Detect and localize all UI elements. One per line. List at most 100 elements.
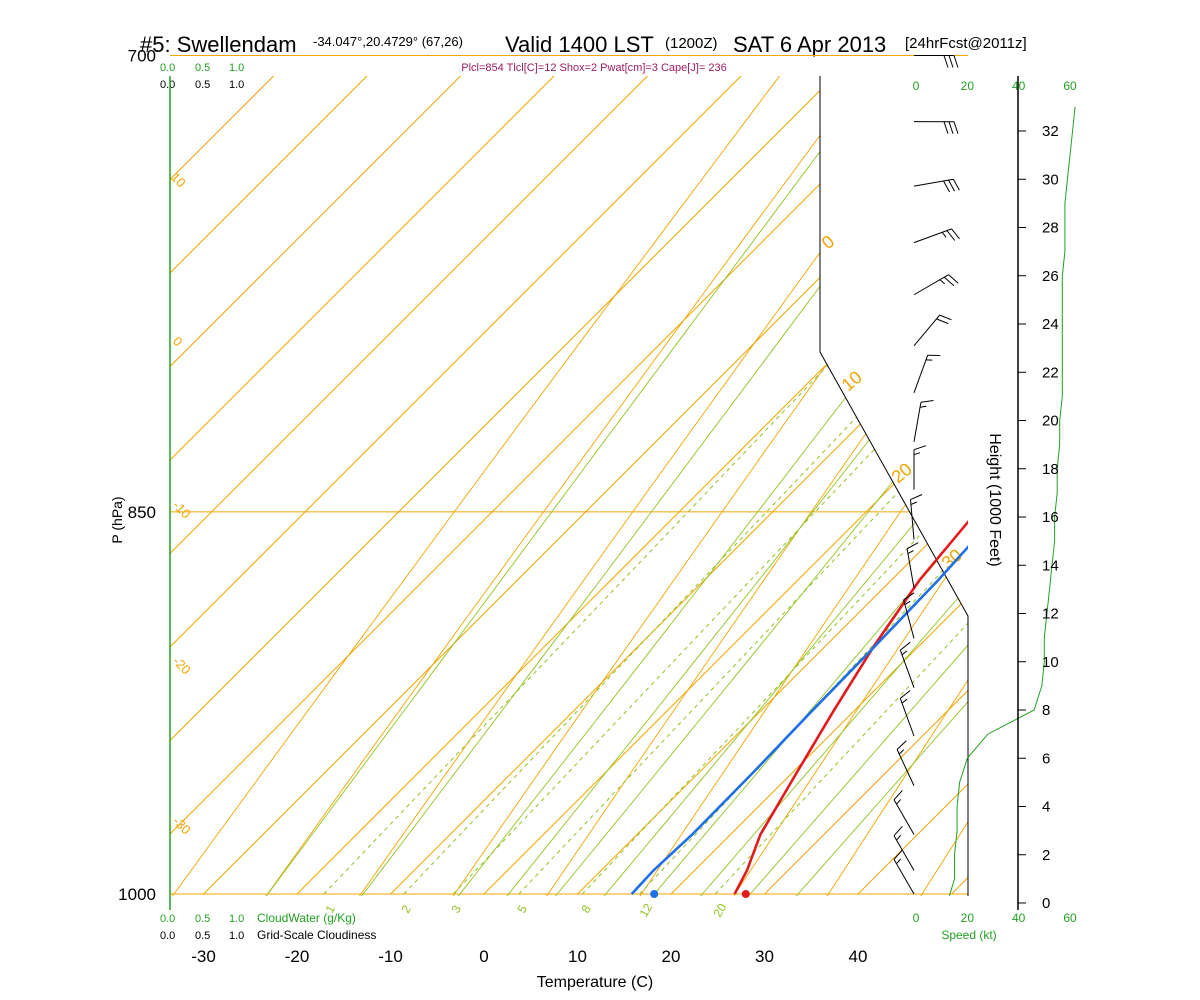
wind-barb-feather xyxy=(953,121,959,134)
wind-barb-feather xyxy=(943,180,951,193)
speed-tick-label-top: 60 xyxy=(1063,79,1077,93)
speed-axis-label: Speed (kt) xyxy=(941,928,996,942)
height-tick-label: 6 xyxy=(1042,750,1050,767)
wind-barb-feather xyxy=(946,230,956,241)
height-tick-label: 0 xyxy=(1042,895,1050,912)
mixing-ratio-line-2 xyxy=(403,299,968,895)
mixing-ratio-label-5: 5 xyxy=(514,902,530,915)
cloud-scale-bottom-green-1: 0.5 xyxy=(195,913,210,925)
isotherm-label-left-m30: -30 xyxy=(170,814,194,838)
wind-barb-half-feather xyxy=(920,405,927,408)
moist-adiabat--20 xyxy=(265,76,878,896)
cloud-scale-bottom-black-2: 1.0 xyxy=(229,930,244,942)
wind-barb-feather xyxy=(896,740,907,750)
height-tick-label: 18 xyxy=(1042,461,1059,478)
dry-adiabat-330 xyxy=(944,0,1200,1000)
pressure-tick-label: 700 xyxy=(128,46,156,65)
title-date: SAT 6 Apr 2013 xyxy=(733,32,886,57)
dry-adiabat-340 xyxy=(1039,0,1200,1000)
wind-barb-feather xyxy=(948,179,955,192)
wind-barb-feather xyxy=(936,318,949,325)
surface-temperature-marker xyxy=(741,890,750,898)
wind-barb-feather xyxy=(953,55,959,68)
plot-region-mask xyxy=(820,76,968,616)
dry-adiabat-250 xyxy=(265,76,865,896)
mixing-ratio-labels: 1 2 3 5 8 12 20 xyxy=(322,901,729,920)
dry-adiabat-310 xyxy=(826,679,968,896)
wind-barb-staff xyxy=(913,355,929,393)
moist-adiabat-15 xyxy=(603,457,968,896)
height-tick-label: 24 xyxy=(1042,316,1059,333)
isotherm-label-left-m10: -10 xyxy=(170,498,194,522)
wind-barb-feather xyxy=(893,790,903,801)
wind-barb xyxy=(893,825,915,871)
dry-adiabat-260 xyxy=(359,76,950,896)
wind-barb xyxy=(913,274,959,296)
wind-barb-feather xyxy=(899,690,911,699)
dry-adiabat-270 xyxy=(452,165,968,896)
temperature-line xyxy=(733,519,968,895)
wind-barb xyxy=(893,849,915,895)
wind-barb-half-feather xyxy=(901,650,908,656)
dry-adiabat-280 xyxy=(546,287,968,896)
isotherm-line--10 xyxy=(390,315,968,895)
moist-adiabat-30 xyxy=(747,644,968,896)
moist-adiabat-5 xyxy=(506,313,968,896)
title-coords: -34.047°,20.4729° (67,26) xyxy=(313,34,463,49)
wind-barb xyxy=(893,790,915,835)
height-tick-label: 4 xyxy=(1042,799,1050,816)
x-axis-label: Temperature (C) xyxy=(537,974,653,991)
cloud-scale-top-green-0: 0.0 xyxy=(160,62,175,74)
dewpoint-line xyxy=(630,545,968,895)
moist-adiabat-lines xyxy=(265,76,968,896)
isobar-lines xyxy=(170,54,968,895)
speed-tick-label-bottom: 60 xyxy=(1063,911,1077,925)
wind-barb-feather xyxy=(943,276,955,286)
speed-axis-labels: 00202040406060 xyxy=(913,79,1077,925)
temperature-tick-label: 20 xyxy=(662,947,681,966)
wind-barb-feather xyxy=(899,641,911,651)
wind-barb-staff xyxy=(899,649,915,688)
temperature-tick-label: -20 xyxy=(285,947,310,966)
cloud-scale-top-black-2: 1.0 xyxy=(229,79,244,91)
height-tick-label: 2 xyxy=(1042,847,1050,864)
wind-barb-half-feather xyxy=(901,698,908,704)
temperature-tick-label: 30 xyxy=(755,947,774,966)
height-tick-label: 26 xyxy=(1042,268,1059,285)
wind-barb-half-feather xyxy=(910,501,917,505)
isotherm-line-0 xyxy=(483,409,968,895)
wind-barb-feather xyxy=(943,121,949,134)
mixing-ratio-line-20 xyxy=(714,622,968,895)
mixing-ratio-line-1 xyxy=(323,217,968,895)
sounding-series xyxy=(630,519,968,895)
wind-barb-feather xyxy=(903,592,915,601)
height-tick-label: 30 xyxy=(1042,171,1059,188)
wind-barb-feather xyxy=(893,825,903,837)
wind-barb-feather xyxy=(943,55,949,68)
wind-barb-staff xyxy=(913,178,954,187)
dry-adiabat-350 xyxy=(1134,0,1200,1000)
speed-tick-label-top: 20 xyxy=(961,79,975,93)
wind-speed-line xyxy=(948,106,1076,896)
plot-region-boundary xyxy=(819,76,969,896)
dry-adiabat-300 xyxy=(733,543,968,896)
height-tick-label: 20 xyxy=(1042,413,1059,430)
moist-adiabat-0 xyxy=(457,236,968,896)
temperature-tick-label: -10 xyxy=(378,947,403,966)
wind-barb xyxy=(913,445,927,490)
isotherm-line--60 xyxy=(170,76,742,648)
wind-barb-half-feather xyxy=(896,834,902,841)
isotherm-line--20 xyxy=(296,222,968,895)
speed-tick-label-bottom: 40 xyxy=(1012,911,1026,925)
wind-barb-half-feather xyxy=(896,858,902,865)
isotherm-line--70 xyxy=(170,76,648,555)
temperature-tick-label: -30 xyxy=(191,947,216,966)
height-tick-label: 10 xyxy=(1042,654,1059,671)
wind-barb-feather xyxy=(939,314,952,321)
wind-barb-staff xyxy=(913,274,949,296)
isotherm-line--40 xyxy=(170,76,929,835)
cloud-scale-bottom-green-2: 1.0 xyxy=(229,913,244,925)
wind-barb xyxy=(913,121,959,134)
y-axis-label: P (hPa) xyxy=(109,496,125,543)
